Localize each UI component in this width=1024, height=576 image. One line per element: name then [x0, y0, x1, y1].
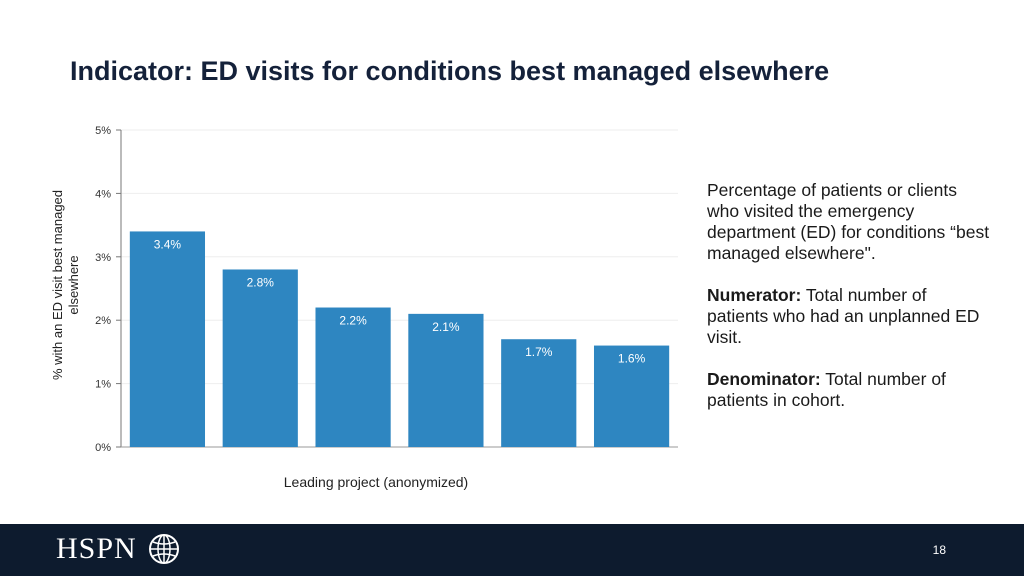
bars [129, 231, 670, 447]
bar-data-label: 2.2% [339, 314, 367, 328]
denominator-label: Denominator: [707, 369, 821, 389]
bar-data-label: 1.7% [525, 345, 553, 359]
bar-data-label: 2.8% [247, 275, 275, 289]
bar [501, 339, 577, 447]
y-tick-label: 4% [95, 188, 111, 200]
slide-title: Indicator: ED visits for conditions best… [70, 56, 830, 86]
indicator-description: Percentage of patients or clients who vi… [707, 180, 992, 432]
globe-icon [149, 534, 179, 564]
bar-data-label: 2.1% [432, 320, 460, 334]
numerator-label: Numerator: [707, 285, 802, 305]
y-tick-labels: 0% 1% 2% 3% 4% 5% [95, 125, 111, 454]
bar-chart: 0% 1% 2% 3% 4% 5% 3.4% 2.8% 2.2% 2.1% 1.7% 1.6% [95, 125, 678, 454]
bar-data-label: 1.6% [618, 352, 646, 366]
axes [116, 129, 678, 448]
y-tick-label: 5% [95, 125, 111, 137]
description-intro: Percentage of patients or clients who vi… [707, 180, 990, 263]
y-tick-label: 2% [95, 315, 111, 327]
bar [408, 313, 484, 447]
y-tick-label: 0% [95, 442, 111, 454]
bar [222, 269, 298, 447]
numerator-definition: Numerator: Total number of patients who … [707, 285, 992, 348]
denominator-text: Total number of patients in cohort. [707, 369, 946, 410]
x-axis-label: Leading project (anonymized) [283, 474, 469, 490]
bar [315, 307, 391, 447]
denominator-definition: Denominator: Total number of patients in… [707, 369, 992, 411]
footer-bar: HSPN 18 [0, 524, 1024, 576]
gridlines [121, 129, 678, 385]
hspn-logo: HSPN [56, 532, 137, 565]
bar-data-label: 3.4% [154, 237, 182, 251]
y-tick-label: 1% [95, 379, 111, 391]
page-number: 18 [932, 543, 946, 557]
bar [129, 231, 206, 447]
y-axis-label: % with an ED visit best managed elsewher… [50, 189, 81, 381]
data-labels: 3.4% 2.8% 2.2% 2.1% 1.7% 1.6% [154, 237, 646, 365]
numerator-text: Total number of patients who had an unpl… [707, 285, 980, 347]
bar [593, 345, 670, 447]
y-tick-label: 3% [95, 252, 111, 264]
